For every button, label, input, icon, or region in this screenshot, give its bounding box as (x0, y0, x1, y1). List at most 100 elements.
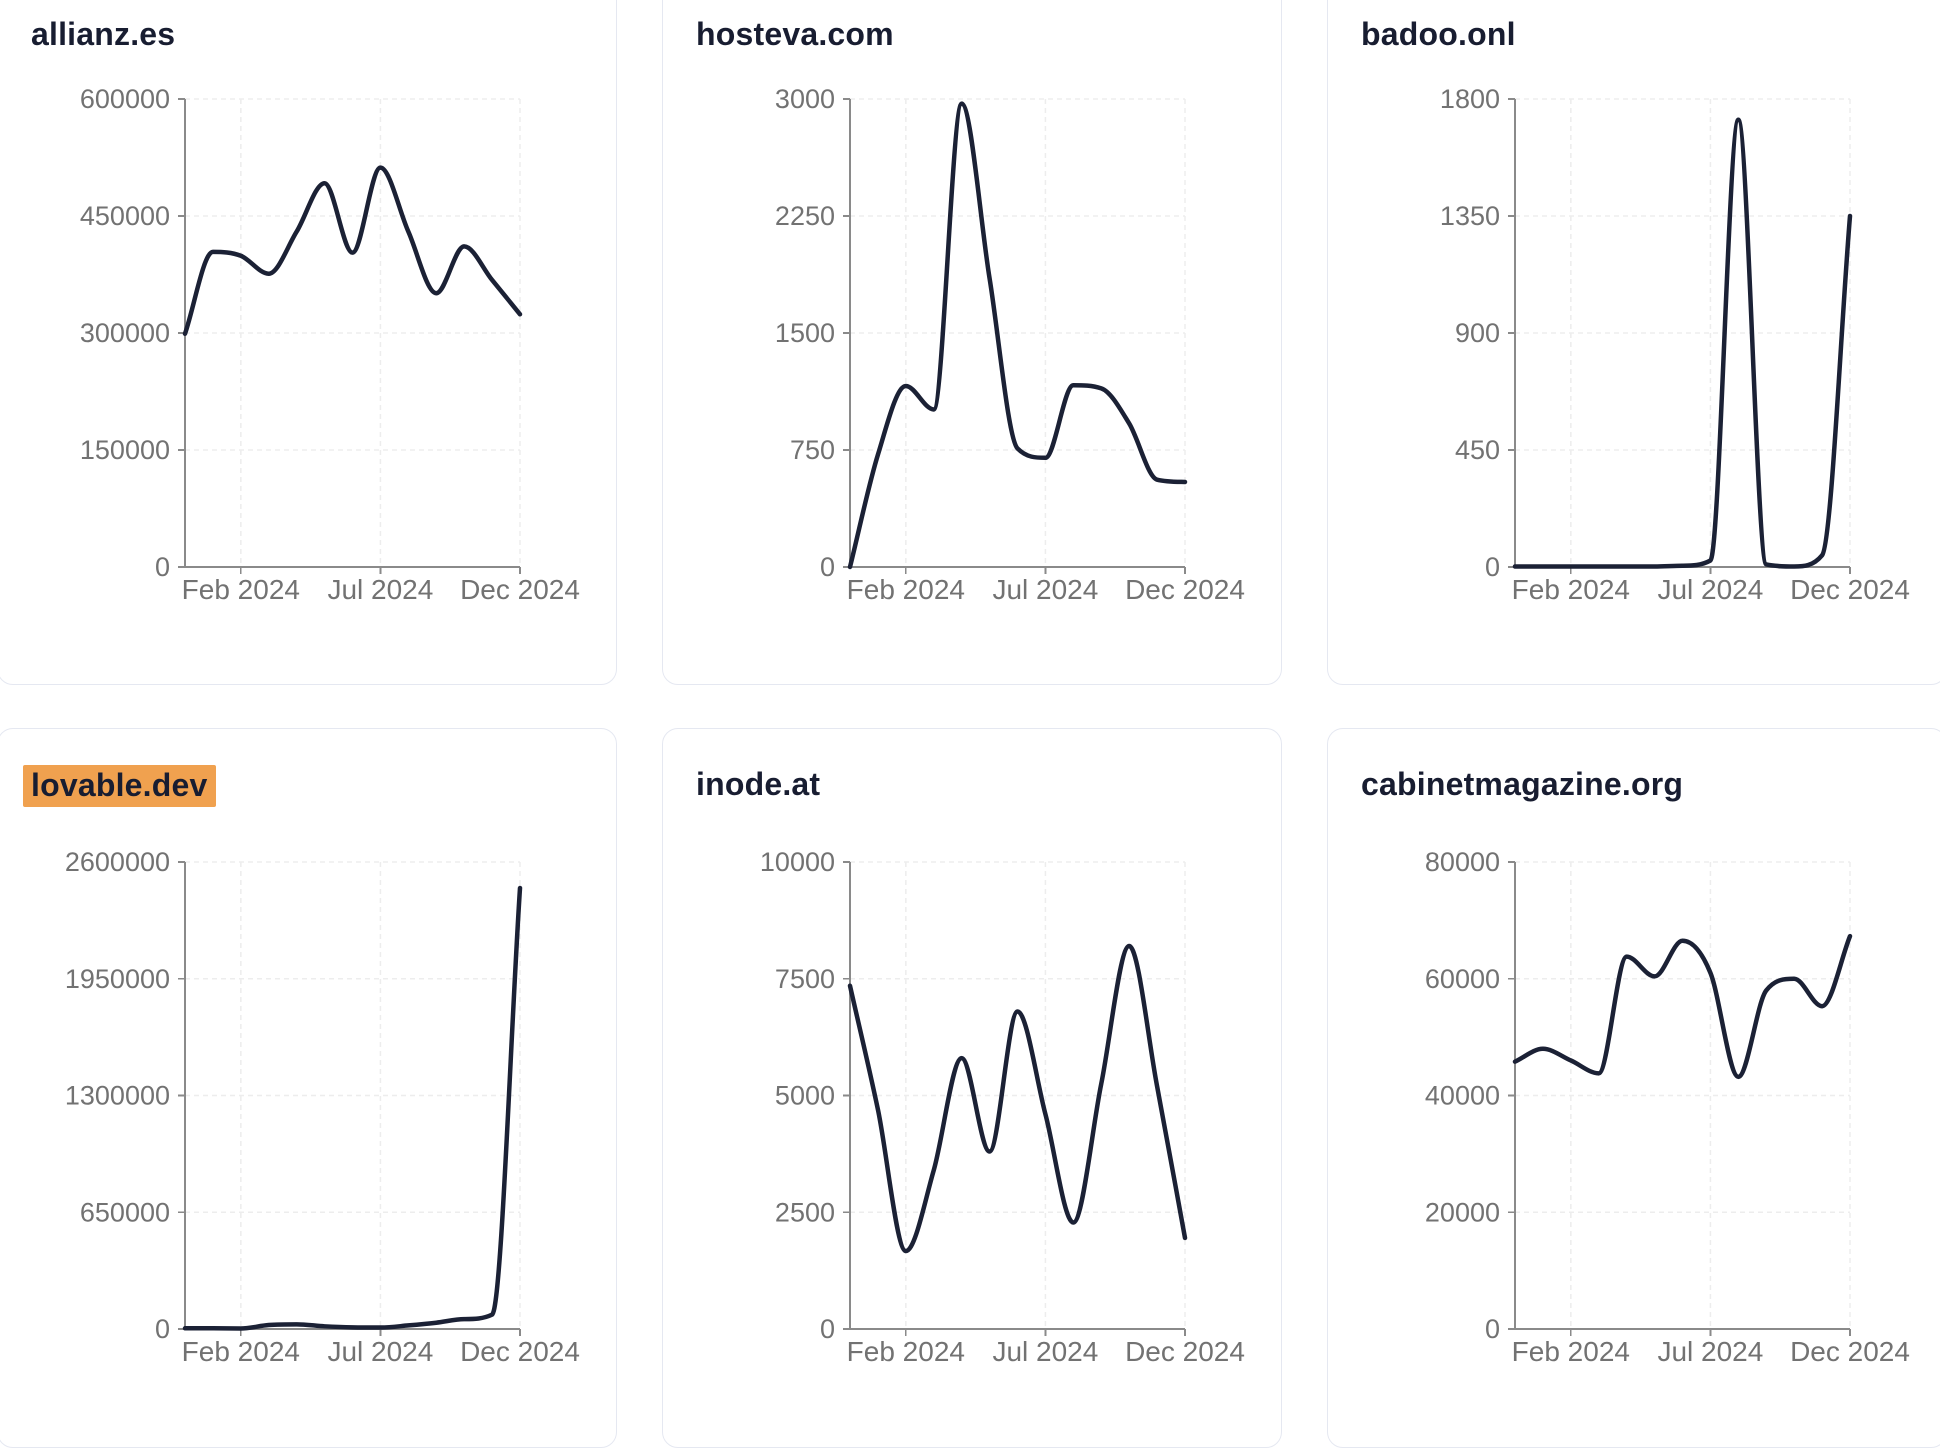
x-tick-label: Jul 2024 (327, 1336, 433, 1367)
x-tick-labels: Feb 2024 Jul 2024 Dec 2024 (1512, 1336, 1910, 1367)
y-tick-label: 0 (1485, 1314, 1500, 1344)
y-tick-label: 1350 (1440, 201, 1500, 231)
axes (178, 861, 521, 1336)
line-chart: 0 650000 1300000 1950000 2600000 Feb 2024 Jul … (65, 847, 580, 1367)
y-tick-label: 1800 (1440, 84, 1500, 114)
y-tick-label: 650000 (80, 1197, 170, 1227)
line-chart: 0 150000 300000 450000 600000 Feb 2024 Jul 202… (80, 84, 580, 605)
y-tick-label: 2500 (775, 1197, 835, 1227)
y-tick-label: 750 (790, 435, 835, 465)
y-tick-label: 1300000 (65, 1081, 170, 1111)
axes (843, 98, 1186, 574)
x-tick-labels: Feb 2024 Jul 2024 Dec 2024 (182, 1336, 580, 1367)
y-tick-label: 300000 (80, 318, 170, 348)
x-tick-label: Dec 2024 (460, 574, 580, 605)
gridlines (1515, 98, 1851, 567)
axes (1508, 861, 1851, 1336)
gridlines (850, 861, 1186, 1329)
y-tick-label: 60000 (1425, 964, 1500, 994)
axes (178, 98, 521, 574)
chart-card-header: inode.at (696, 765, 820, 803)
x-tick-label: Feb 2024 (182, 574, 300, 605)
chart-card: cabinetmagazine.org 0 20000 40000 60000 8000… (1327, 728, 1940, 1448)
y-tick-labels: 0 150000 300000 450000 600000 (80, 84, 170, 582)
chart-card: lovable.dev 0 650000 1300000 1950000 2600000… (0, 728, 617, 1448)
y-tick-label: 900 (1455, 318, 1500, 348)
x-tick-label: Feb 2024 (1512, 1336, 1630, 1367)
y-tick-labels: 0 750 1500 2250 3000 (775, 84, 835, 582)
y-tick-label: 0 (1485, 552, 1500, 582)
x-tick-label: Dec 2024 (1125, 1336, 1245, 1367)
chart-card: badoo.onl 0 450 900 1350 1800 Feb 2024 Jul 202… (1327, 0, 1940, 685)
gridlines (1515, 861, 1851, 1329)
chart-title: badoo.onl (1361, 16, 1516, 52)
y-tick-label: 450000 (80, 201, 170, 231)
data-line (182, 885, 523, 1331)
y-tick-label: 10000 (760, 847, 835, 877)
y-tick-label: 20000 (1425, 1197, 1500, 1227)
chart-title: inode.at (696, 766, 821, 802)
x-tick-label: Dec 2024 (1125, 574, 1245, 605)
x-tick-label: Jul 2024 (992, 1336, 1098, 1367)
chart-card-header: lovable.dev (23, 765, 216, 807)
y-tick-label: 450 (1455, 435, 1500, 465)
line-chart: 0 450 900 1350 1800 Feb 2024 Jul 2024 Dec 2024 (1440, 84, 1910, 605)
gridlines (185, 861, 521, 1329)
x-tick-label: Jul 2024 (992, 574, 1098, 605)
x-tick-label: Feb 2024 (1512, 574, 1630, 605)
x-tick-labels: Feb 2024 Jul 2024 Dec 2024 (847, 574, 1245, 605)
y-tick-label: 3000 (775, 84, 835, 114)
x-tick-label: Dec 2024 (1790, 574, 1910, 605)
x-tick-label: Feb 2024 (847, 1336, 965, 1367)
chart-card: hosteva.com 0 750 1500 2250 3000 Feb 2024 Jul … (662, 0, 1282, 685)
chart-card-header: hosteva.com (696, 15, 894, 53)
chart-title: allianz.es (31, 16, 176, 52)
y-tick-label: 7500 (775, 964, 835, 994)
y-tick-labels: 0 2500 5000 7500 10000 (760, 847, 835, 1344)
x-tick-labels: Feb 2024 Jul 2024 Dec 2024 (847, 1336, 1245, 1367)
chart-card: allianz.es 0 150000 300000 450000 600000 Feb … (0, 0, 617, 685)
chart-card-header: cabinetmagazine.org (1361, 765, 1683, 803)
y-tick-labels: 0 450 900 1350 1800 (1440, 84, 1500, 582)
data-line (847, 943, 1188, 1254)
gridlines (850, 98, 1186, 567)
chart-card-header: badoo.onl (1361, 15, 1516, 53)
line-chart: 0 2500 5000 7500 10000 Feb 2024 Jul 2024 Dec 20… (760, 847, 1245, 1367)
gridlines (185, 98, 521, 567)
chart-card: inode.at 0 2500 5000 7500 10000 Feb 2024 Jul 2… (662, 728, 1282, 1448)
data-line (182, 165, 523, 337)
y-tick-label: 0 (155, 552, 170, 582)
y-tick-label: 80000 (1425, 847, 1500, 877)
x-tick-labels: Feb 2024 Jul 2024 Dec 2024 (1512, 574, 1910, 605)
line-chart: 0 20000 40000 60000 80000 Feb 2024 Jul 2024 Dec… (1425, 847, 1910, 1367)
chart-title: cabinetmagazine.org (1361, 766, 1684, 802)
data-line (1512, 117, 1853, 569)
axes (1508, 98, 1851, 574)
y-tick-label: 1950000 (65, 964, 170, 994)
y-tick-labels: 0 650000 1300000 1950000 2600000 (65, 847, 170, 1344)
y-tick-label: 150000 (80, 435, 170, 465)
x-tick-label: Dec 2024 (1790, 1336, 1910, 1367)
y-tick-label: 1500 (775, 318, 835, 348)
y-tick-label: 2250 (775, 201, 835, 231)
chart-title: hosteva.com (696, 16, 894, 52)
line-chart: 0 750 1500 2250 3000 Feb 2024 Jul 2024 Dec 2024 (775, 84, 1245, 605)
x-tick-label: Dec 2024 (460, 1336, 580, 1367)
x-tick-labels: Feb 2024 Jul 2024 Dec 2024 (182, 574, 580, 605)
y-tick-label: 0 (820, 1314, 835, 1344)
x-tick-label: Jul 2024 (327, 574, 433, 605)
y-tick-label: 5000 (775, 1081, 835, 1111)
x-tick-label: Feb 2024 (847, 574, 965, 605)
y-tick-label: 40000 (1425, 1081, 1500, 1111)
y-tick-label: 0 (155, 1314, 170, 1344)
y-tick-label: 2600000 (65, 847, 170, 877)
data-line (1512, 933, 1853, 1080)
chart-card-header: allianz.es (31, 15, 175, 53)
x-tick-label: Feb 2024 (182, 1336, 300, 1367)
data-line (847, 101, 1188, 570)
chart-title-highlighted: lovable.dev (23, 765, 216, 807)
y-tick-label: 600000 (80, 84, 170, 114)
y-tick-label: 0 (820, 552, 835, 582)
axes (843, 861, 1186, 1336)
y-tick-labels: 0 20000 40000 60000 80000 (1425, 847, 1500, 1344)
